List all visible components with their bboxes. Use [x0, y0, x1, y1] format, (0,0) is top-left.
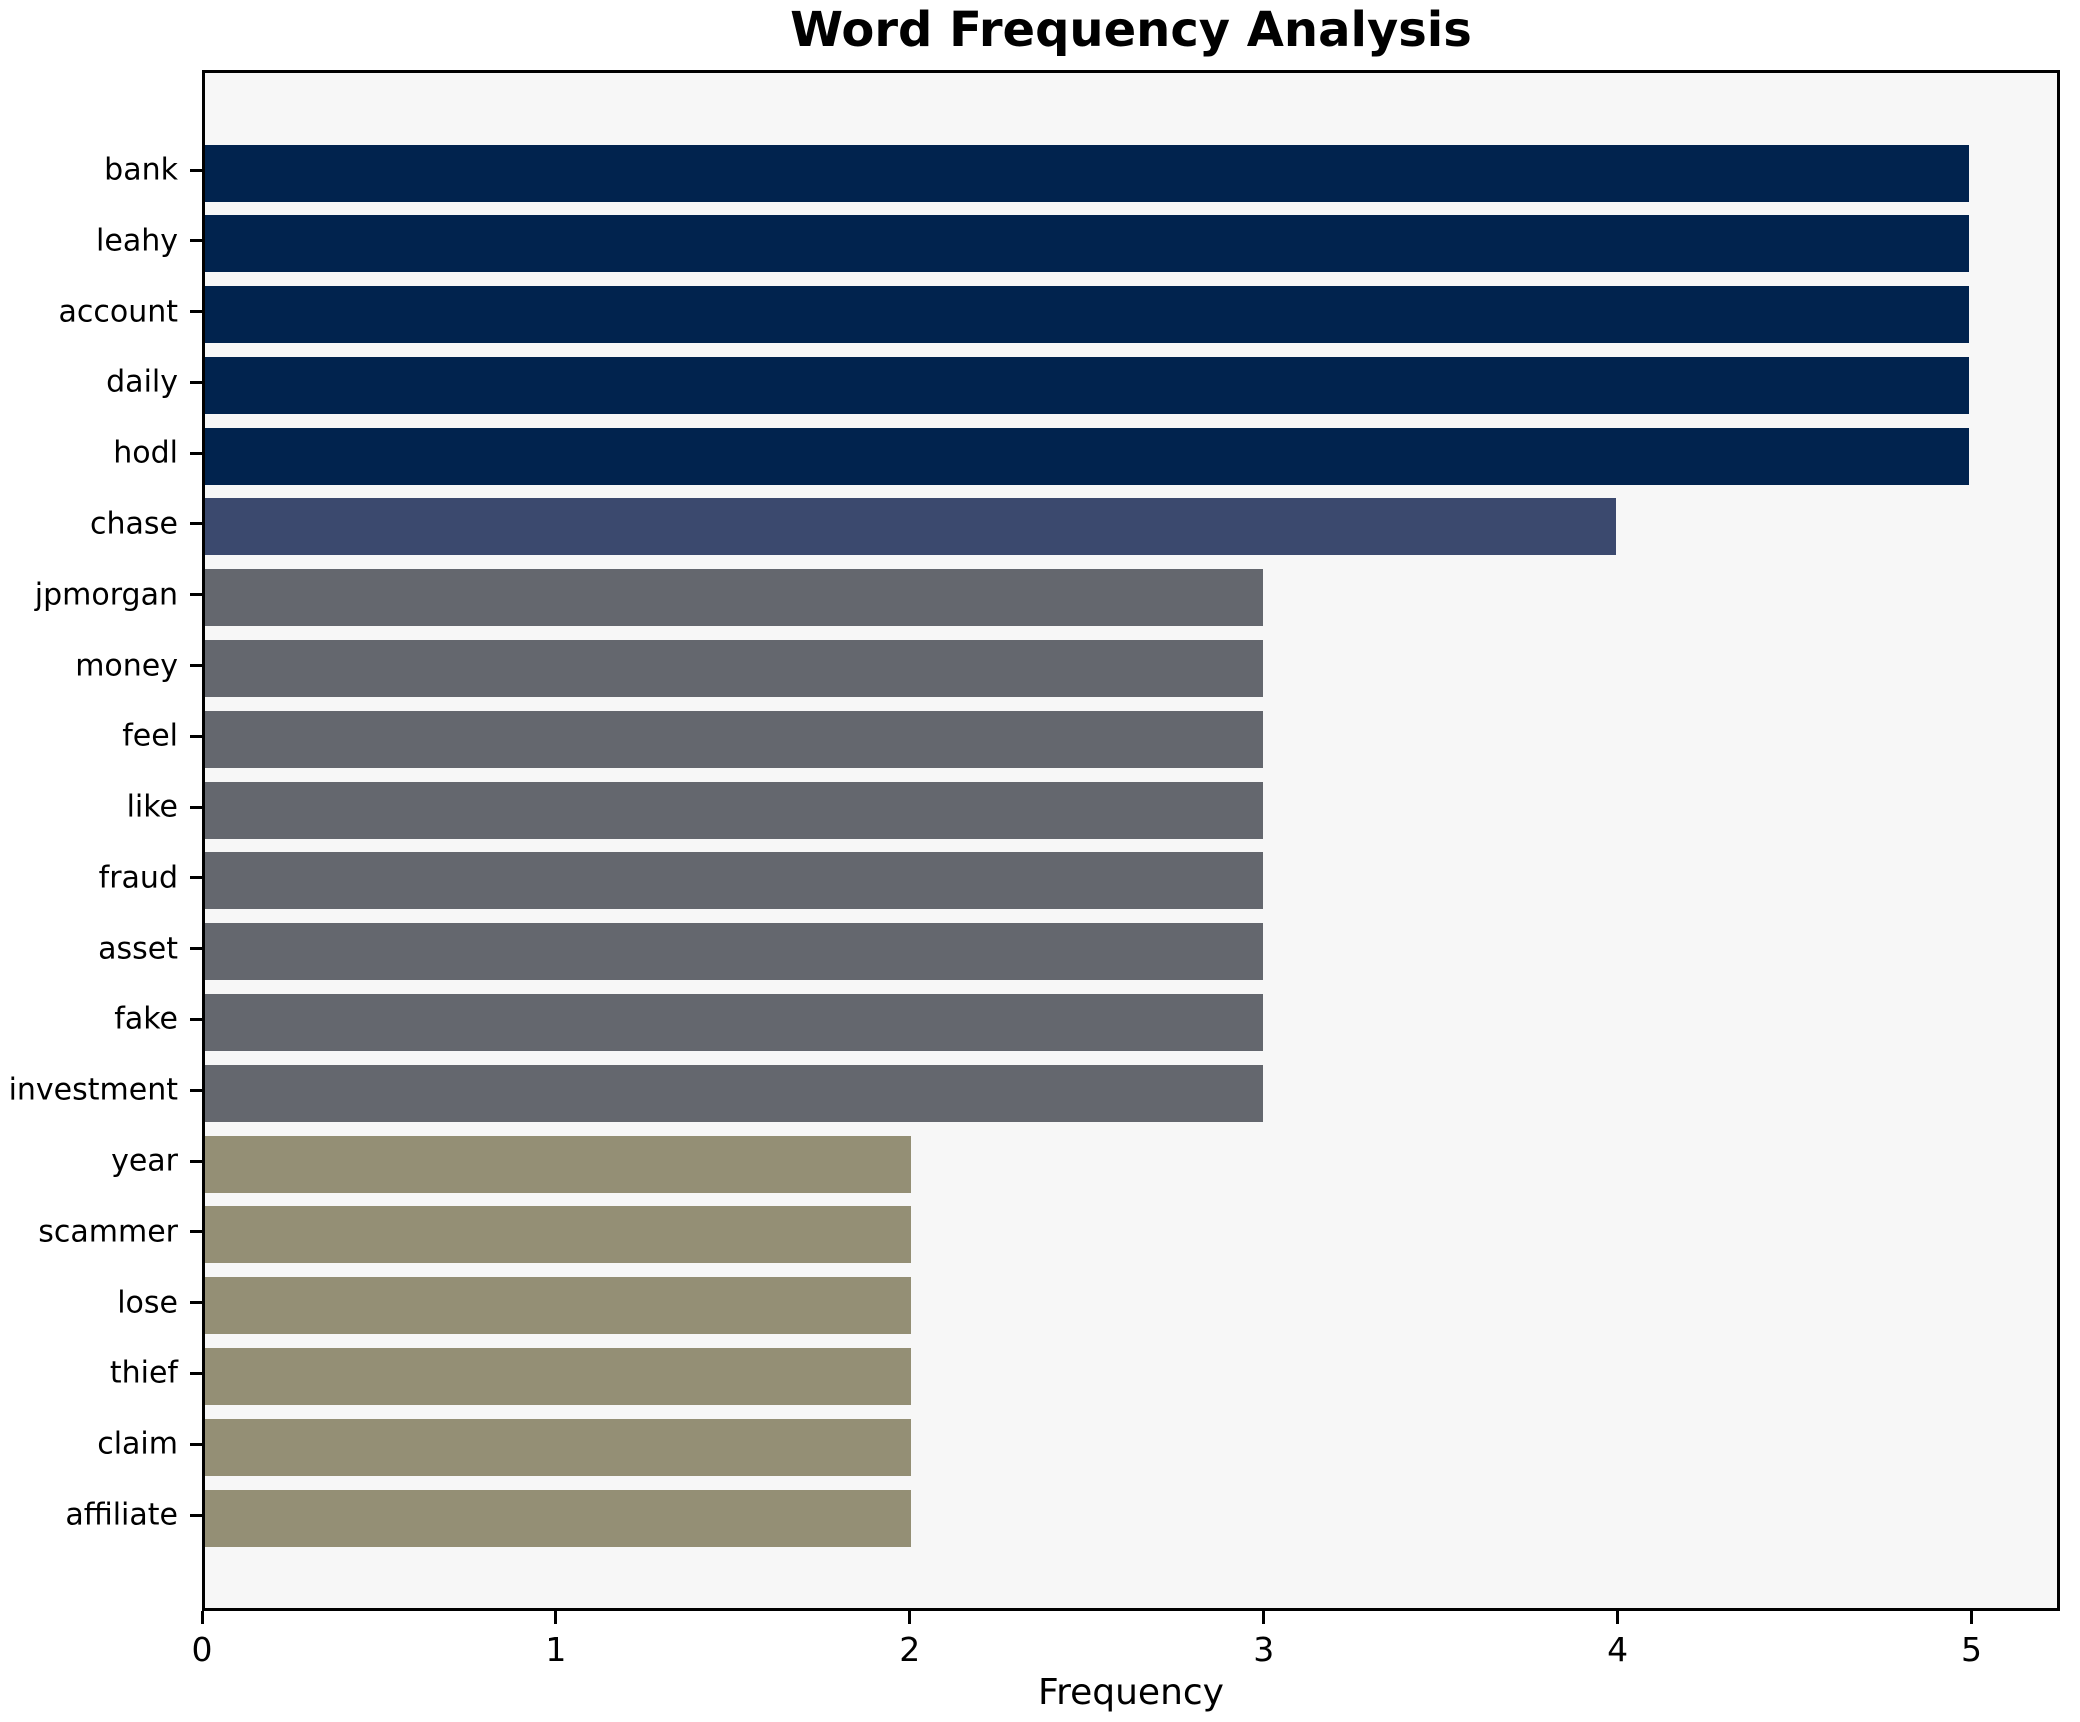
y-tick-mark [190, 664, 202, 668]
bar-leahy [205, 215, 1969, 273]
y-tick-label-chase: chase [90, 506, 178, 542]
bar-fake [205, 993, 1264, 1051]
y-tick-label-like: like [126, 789, 178, 825]
x-tick-mark [1970, 1611, 1974, 1624]
y-tick-mark [190, 1513, 202, 1517]
y-tick-mark [190, 1230, 202, 1234]
y-tick-mark [190, 168, 202, 172]
y-tick-label-account: account [58, 294, 178, 330]
y-tick-label-lose: lose [117, 1285, 178, 1321]
y-tick-label-feel: feel [122, 718, 178, 754]
x-tick-mark [1616, 1611, 1620, 1624]
bar-year [205, 1135, 911, 1193]
x-tick-label-5: 5 [1961, 1630, 1983, 1669]
x-tick-label-3: 3 [1253, 1630, 1275, 1669]
x-tick-mark [554, 1611, 558, 1624]
y-tick-mark [190, 522, 202, 526]
y-tick-label-money: money [75, 648, 178, 684]
y-tick-label-daily: daily [106, 364, 178, 400]
y-tick-label-leahy: leahy [96, 223, 178, 259]
bar-lose [205, 1277, 911, 1335]
y-tick-mark [190, 593, 202, 597]
y-tick-label-scammer: scammer [38, 1214, 178, 1250]
bar-chase [205, 498, 1617, 556]
y-tick-mark [190, 1088, 202, 1092]
y-tick-label-jpmorgan: jpmorgan [34, 577, 178, 613]
bar-scammer [205, 1206, 911, 1264]
y-tick-label-thief: thief [109, 1355, 178, 1391]
x-tick-label-4: 4 [1607, 1630, 1629, 1669]
y-tick-label-fraud: fraud [98, 860, 178, 896]
y-tick-label-investment: investment [8, 1072, 178, 1108]
x-axis-title: Frequency [1038, 1672, 1224, 1713]
y-tick-label-year: year [111, 1143, 178, 1179]
x-tick-mark [908, 1611, 912, 1624]
x-tick-label-1: 1 [545, 1630, 567, 1669]
bar-hodl [205, 427, 1969, 485]
bar-jpmorgan [205, 569, 1264, 627]
y-tick-mark [190, 1159, 202, 1163]
y-tick-mark [190, 1301, 202, 1305]
bar-thief [205, 1347, 911, 1405]
x-tick-mark [200, 1611, 204, 1624]
y-tick-label-bank: bank [104, 152, 178, 188]
x-tick-label-2: 2 [899, 1630, 921, 1669]
plot-area [202, 70, 2060, 1611]
bar-bank [205, 144, 1969, 202]
y-tick-mark [190, 451, 202, 455]
y-tick-mark [190, 805, 202, 809]
y-tick-mark [190, 1442, 202, 1446]
bar-money [205, 640, 1264, 698]
chart-title: Word Frequency Analysis [790, 2, 1472, 58]
bar-like [205, 781, 1264, 839]
y-tick-label-affiliate: affiliate [65, 1497, 178, 1533]
y-tick-mark [190, 876, 202, 880]
y-tick-label-hodl: hodl [113, 435, 178, 471]
bar-account [205, 286, 1969, 344]
bar-claim [205, 1418, 911, 1476]
y-tick-mark [190, 734, 202, 738]
y-tick-label-asset: asset [98, 931, 178, 967]
bar-investment [205, 1064, 1264, 1122]
y-tick-mark [190, 239, 202, 243]
bar-feel [205, 710, 1264, 768]
bar-daily [205, 356, 1969, 414]
y-tick-mark [190, 380, 202, 384]
bar-affiliate [205, 1489, 911, 1547]
y-tick-mark [190, 947, 202, 951]
y-tick-mark [190, 310, 202, 314]
y-tick-mark [190, 1371, 202, 1375]
x-tick-label-0: 0 [191, 1630, 213, 1669]
bar-fraud [205, 852, 1264, 910]
y-tick-mark [190, 1017, 202, 1021]
x-tick-mark [1262, 1611, 1266, 1624]
bar-asset [205, 923, 1264, 981]
y-tick-label-claim: claim [97, 1426, 178, 1462]
y-tick-label-fake: fake [114, 1001, 178, 1037]
